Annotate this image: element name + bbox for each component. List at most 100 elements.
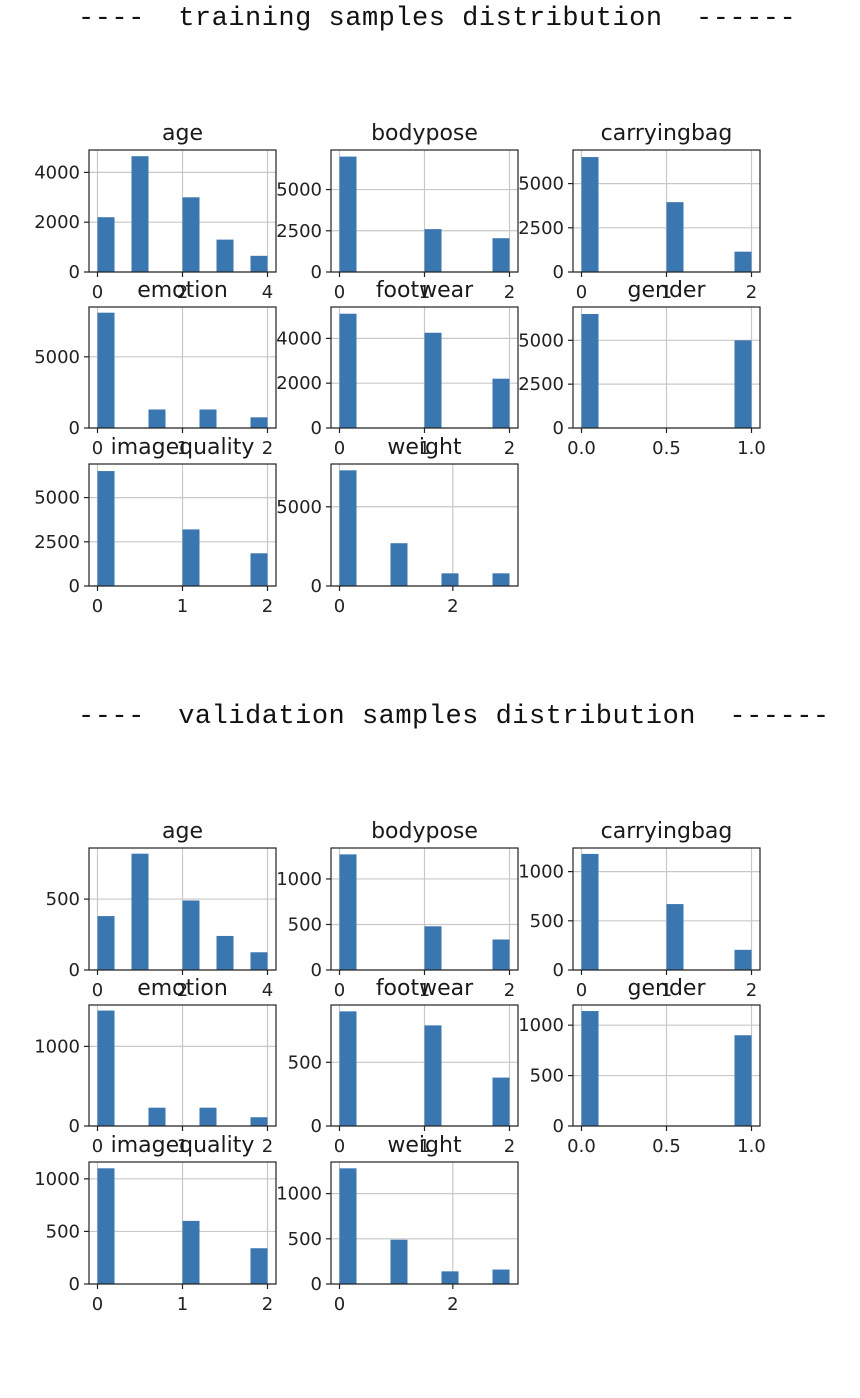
y-tick-label: 2500 xyxy=(518,374,564,395)
histogram-bar xyxy=(581,853,599,970)
histogram-bar xyxy=(199,1107,217,1126)
y-tick-label: 500 xyxy=(288,914,322,935)
subplot-title: age xyxy=(162,121,203,146)
x-tick-label: 1 xyxy=(177,438,188,459)
histogram-bar xyxy=(390,1239,408,1284)
histogram-bar xyxy=(148,409,166,428)
y-tick-label: 1000 xyxy=(276,1184,322,1205)
histogram-imagequality: 0 1 2 0 500 1000 imagequality xyxy=(34,1133,277,1315)
x-tick-label: 0.0 xyxy=(567,1136,596,1157)
plot-frame xyxy=(330,1161,519,1285)
histogram-age: 0 2 4 0 2000 4000 age xyxy=(34,121,277,303)
histogram-bar xyxy=(339,1011,357,1126)
training-section-title: ---- training samples distribution -----… xyxy=(78,4,797,34)
histogram-bar xyxy=(581,1011,599,1126)
histogram-bar xyxy=(339,156,357,272)
y-tick-label: 0 xyxy=(69,418,80,439)
x-tick-label: 4 xyxy=(262,282,273,303)
x-tick-label: 2 xyxy=(504,1136,515,1157)
histogram-imagequality: 0 1 2 0 2500 5000 imagequality xyxy=(34,435,277,617)
y-tick-label: 5000 xyxy=(34,488,80,509)
histogram-bar xyxy=(339,313,357,428)
subplot-title: age xyxy=(162,819,203,844)
x-tick-label: 2 xyxy=(262,596,273,617)
y-tick-label: 5000 xyxy=(518,330,564,351)
subplot-title: carryingbag xyxy=(601,121,733,146)
x-tick-label: 1.0 xyxy=(737,1136,766,1157)
histogram-carryingbag: 0 1 2 0 500 1000 carryingbag xyxy=(518,819,761,1001)
x-tick-label: 2 xyxy=(447,596,458,617)
y-tick-label: 1000 xyxy=(276,869,322,890)
histogram-bar xyxy=(97,217,115,272)
y-tick-label: 0 xyxy=(553,262,564,283)
histogram-bar xyxy=(390,543,408,586)
y-tick-label: 2000 xyxy=(34,212,80,233)
subplot-title: footwear xyxy=(376,278,474,303)
histogram-gender: 0.0 0.5 1.0 0 500 1000 gender xyxy=(518,976,766,1157)
histogram-bodypose: 0 1 2 0 2500 5000 bodypose xyxy=(276,121,519,303)
subplot-title: bodypose xyxy=(371,819,478,844)
histogram-bar xyxy=(97,312,115,428)
y-tick-label: 0 xyxy=(311,1116,322,1137)
histogram-bar xyxy=(182,900,200,970)
y-tick-label: 5000 xyxy=(34,347,80,368)
y-tick-label: 0 xyxy=(69,262,80,283)
y-tick-label: 0 xyxy=(553,1116,564,1137)
histogram-bar xyxy=(734,251,752,272)
y-tick-label: 0 xyxy=(311,418,322,439)
x-tick-label: 2 xyxy=(447,1294,458,1315)
histogram-bar xyxy=(492,238,510,272)
y-tick-label: 500 xyxy=(46,1221,80,1242)
histogram-bar xyxy=(492,1269,510,1284)
x-tick-label: 0 xyxy=(334,282,345,303)
x-tick-label: 2 xyxy=(504,438,515,459)
subplot-title: imagequality xyxy=(111,1133,255,1158)
x-tick-label: 1 xyxy=(661,980,672,1001)
y-tick-label: 4000 xyxy=(276,328,322,349)
x-tick-label: 0 xyxy=(92,596,103,617)
histogram-bar xyxy=(97,1010,115,1126)
x-tick-label: 4 xyxy=(262,980,273,1001)
y-tick-label: 2000 xyxy=(276,373,322,394)
subplot-title: weight xyxy=(387,1133,462,1158)
histogram-bar xyxy=(216,239,234,272)
y-tick-label: 500 xyxy=(530,911,564,932)
y-tick-label: 0 xyxy=(69,576,80,597)
y-tick-label: 0 xyxy=(553,418,564,439)
x-tick-label: 0.5 xyxy=(652,438,681,459)
x-tick-label: 2 xyxy=(504,282,515,303)
y-tick-label: 500 xyxy=(46,889,80,910)
y-tick-label: 500 xyxy=(288,1052,322,1073)
x-tick-label: 0 xyxy=(334,438,345,459)
histogram-bar xyxy=(339,470,357,586)
subplot-title: emotion xyxy=(137,278,228,303)
subplot-title: carryingbag xyxy=(601,819,733,844)
histogram-bar xyxy=(250,1117,268,1126)
histogram-bar xyxy=(250,553,268,586)
y-tick-label: 0 xyxy=(311,576,322,597)
y-tick-label: 2500 xyxy=(34,532,80,553)
x-tick-label: 0 xyxy=(334,1136,345,1157)
y-tick-label: 0 xyxy=(69,1274,80,1295)
histogram-bar xyxy=(734,340,752,428)
y-tick-label: 1000 xyxy=(34,1036,80,1057)
histogram-bar xyxy=(250,952,268,970)
histogram-bar xyxy=(424,229,442,272)
histogram-bar xyxy=(97,1168,115,1284)
histogram-weight: 0 2 0 500 1000 weight xyxy=(276,1133,519,1315)
x-tick-label: 0.0 xyxy=(567,438,596,459)
histogram-carryingbag: 0 1 2 0 2500 5000 carryingbag xyxy=(518,121,761,303)
histogram-gender: 0.0 0.5 1.0 0 2500 5000 gender xyxy=(518,278,766,459)
histogram-emotion: 0 1 2 0 5000 emotion xyxy=(34,278,277,459)
y-tick-label: 4000 xyxy=(34,162,80,183)
x-tick-label: 0 xyxy=(334,1294,345,1315)
histogram-bar xyxy=(131,156,149,272)
y-tick-label: 500 xyxy=(530,1066,564,1087)
histogram-bar xyxy=(492,378,510,428)
y-tick-label: 2500 xyxy=(518,218,564,239)
histogram-bar xyxy=(581,157,599,272)
histogram-bar xyxy=(182,197,200,272)
subplot-title: emotion xyxy=(137,976,228,1001)
y-tick-label: 0 xyxy=(311,262,322,283)
